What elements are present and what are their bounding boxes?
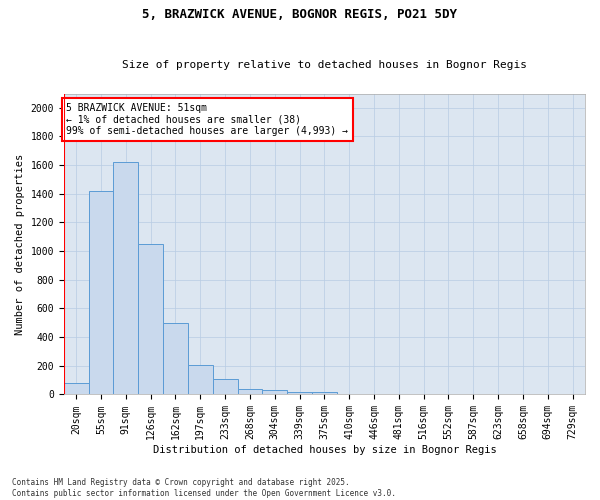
Bar <box>138 244 163 394</box>
Y-axis label: Number of detached properties: Number of detached properties <box>15 154 25 334</box>
X-axis label: Distribution of detached houses by size in Bognor Regis: Distribution of detached houses by size … <box>152 445 496 455</box>
Bar <box>163 323 188 394</box>
Bar <box>238 388 262 394</box>
Text: 5 BRAZWICK AVENUE: 51sqm
← 1% of detached houses are smaller (38)
99% of semi-de: 5 BRAZWICK AVENUE: 51sqm ← 1% of detache… <box>67 102 349 136</box>
Bar <box>212 380 238 394</box>
Text: Contains HM Land Registry data © Crown copyright and database right 2025.
Contai: Contains HM Land Registry data © Crown c… <box>12 478 396 498</box>
Text: 5, BRAZWICK AVENUE, BOGNOR REGIS, PO21 5DY: 5, BRAZWICK AVENUE, BOGNOR REGIS, PO21 5… <box>143 8 458 20</box>
Bar <box>64 383 89 394</box>
Bar <box>89 191 113 394</box>
Bar <box>287 392 312 394</box>
Bar <box>262 390 287 394</box>
Bar <box>113 162 138 394</box>
Bar <box>312 392 337 394</box>
Title: Size of property relative to detached houses in Bognor Regis: Size of property relative to detached ho… <box>122 60 527 70</box>
Bar <box>188 365 212 394</box>
